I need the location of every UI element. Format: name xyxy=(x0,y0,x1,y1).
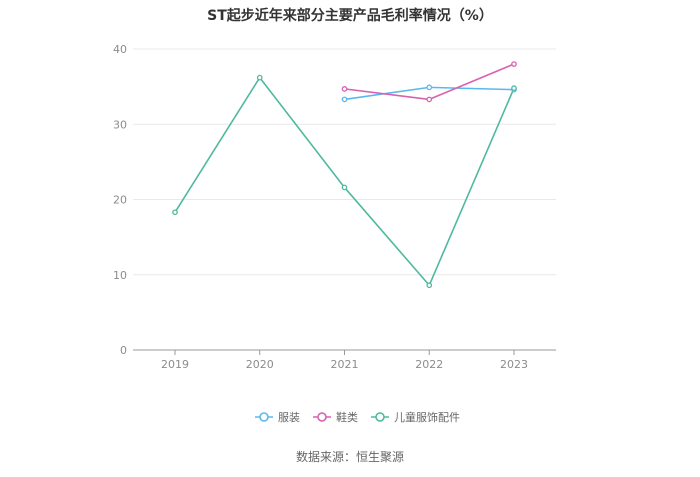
legend-swatch-marker xyxy=(317,412,327,422)
data-point-s1-1[interactable] xyxy=(426,96,433,103)
x-tick-label: 2019 xyxy=(161,358,189,371)
legend-swatch-marker xyxy=(375,412,385,422)
data-point-s2-3[interactable] xyxy=(426,282,433,289)
y-tick-label: 0 xyxy=(120,344,127,357)
source-note: 数据来源：恒生聚源 xyxy=(296,449,404,464)
y-tick-label: 20 xyxy=(113,194,127,207)
data-point-s2-2[interactable] xyxy=(341,184,348,191)
tick-labels: 0 10 20 30 40 2019 2020 2021 2022 2023 xyxy=(113,43,528,371)
legend-label: 儿童服饰配件 xyxy=(394,410,460,424)
legend[interactable]: 服装 鞋类 儿童服饰配件 xyxy=(255,410,460,424)
y-tick-label: 30 xyxy=(113,118,127,131)
x-tick-label: 2023 xyxy=(500,358,528,371)
legend-item-0[interactable]: 服装 xyxy=(255,411,300,424)
data-point-s0-0[interactable] xyxy=(341,96,348,103)
x-tick-label: 2020 xyxy=(246,358,274,371)
legend-label: 服装 xyxy=(278,411,300,424)
data-point-s1-2[interactable] xyxy=(511,61,517,67)
data-point-s1-0[interactable] xyxy=(341,86,348,92)
series-line-2 xyxy=(174,76,515,287)
y-tick-label: 40 xyxy=(113,43,127,56)
legend-item-1[interactable]: 鞋类 xyxy=(313,410,358,424)
chart-title: ST起步近年来部分主要产品毛利率情况（%） xyxy=(207,7,493,24)
x-tick-label: 2021 xyxy=(331,358,359,371)
data-point-s2-4[interactable] xyxy=(511,85,517,91)
legend-swatch-marker xyxy=(259,412,269,422)
x-tick-label: 2022 xyxy=(415,358,443,371)
data-point-s0-1[interactable] xyxy=(426,84,433,91)
data-points xyxy=(172,61,517,289)
legend-label: 鞋类 xyxy=(336,410,358,424)
y-tick-label: 10 xyxy=(113,269,127,282)
grid-lines xyxy=(133,48,556,276)
data-point-s2-1[interactable] xyxy=(256,74,263,81)
series-line-1 xyxy=(344,63,515,101)
data-point-s2-0[interactable] xyxy=(172,209,178,216)
legend-item-2[interactable]: 儿童服饰配件 xyxy=(371,410,460,424)
